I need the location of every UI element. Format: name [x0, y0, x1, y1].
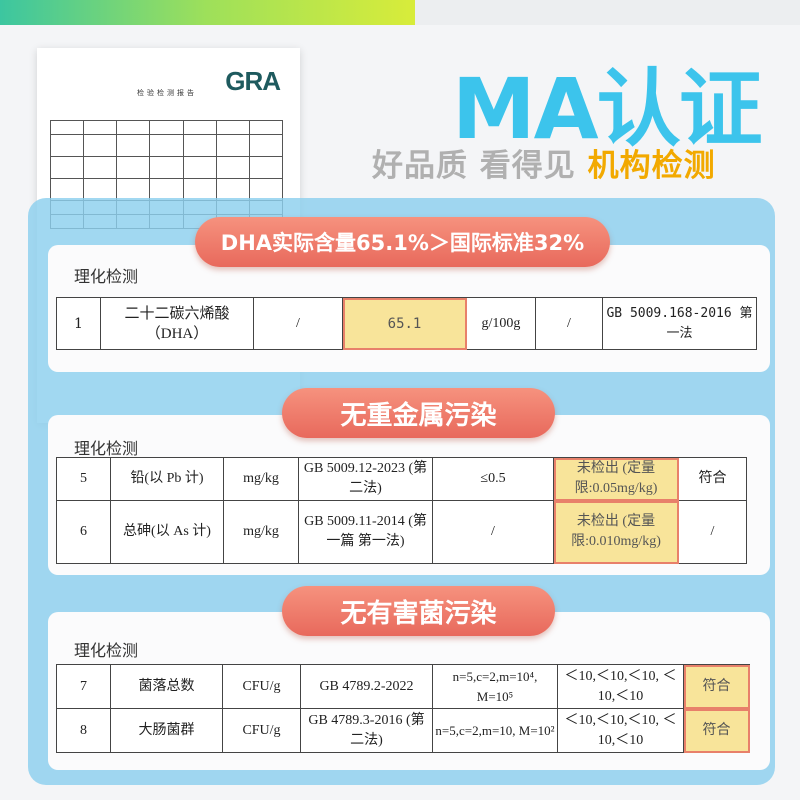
cell-slash: /: [253, 297, 343, 350]
cell-verdict: 符合: [683, 664, 750, 709]
cell-limit: /: [432, 500, 554, 564]
cell-verdict: /: [678, 500, 747, 564]
top-bar-right: [415, 0, 800, 25]
cell-limit: n=5,c=2,m=10⁴, M=10⁵: [432, 664, 558, 709]
cell-no: 5: [56, 457, 111, 501]
bacteria-table: 7 菌落总数 CFU/g GB 4789.2-2022 n=5,c=2,m=10…: [56, 664, 750, 753]
dha-table: 1 二十二碳六烯酸（DHA） / 65.1 g/100g / GB 5009.1…: [56, 297, 757, 350]
table-row: 1 二十二碳六烯酸（DHA） / 65.1 g/100g / GB 5009.1…: [56, 297, 757, 350]
cell-limit: n=5,c=2,m=10, M=10²: [432, 708, 558, 753]
cell-unit: mg/kg: [223, 457, 299, 501]
table-row: 6 总砷(以 As 计) mg/kg GB 5009.11-2014 (第一篇 …: [56, 500, 747, 564]
cell-limit: ≤0.5: [432, 457, 554, 501]
table-row: 7 菌落总数 CFU/g GB 4789.2-2022 n=5,c=2,m=10…: [56, 664, 750, 709]
cell-item: 铅(以 Pb 计): [110, 457, 224, 501]
cell-result: 65.1: [342, 297, 467, 350]
cell-verdict: 符合: [678, 457, 747, 501]
bacteria-badge: 无有害菌污染: [282, 586, 555, 636]
slogan: 好品质 看得见 机构检测: [372, 140, 716, 185]
section-label: 理化检测: [74, 641, 139, 660]
cell-no: 6: [56, 500, 111, 564]
section-label: 理化检测: [74, 439, 139, 458]
cell-unit: g/100g: [466, 297, 536, 350]
cell-verdict: 符合: [683, 708, 750, 753]
cell-no: 8: [56, 708, 111, 753]
cell-unit: CFU/g: [222, 664, 301, 709]
cell-unit: CFU/g: [222, 708, 301, 753]
heavy-metal-badge: 无重金属污染: [282, 388, 555, 438]
ma-certification-title: MA认证: [452, 60, 763, 158]
cell-method: GB 4789.2-2022: [300, 664, 433, 709]
cell-method: GB 5009.11-2014 (第一篇 第一法): [298, 500, 433, 564]
cell-limit: /: [535, 297, 603, 350]
top-gradient-bar: [0, 0, 415, 25]
cell-item: 大肠菌群: [110, 708, 223, 753]
cell-method: GB 5009.168-2016 第一法: [602, 297, 757, 350]
cell-item: 菌落总数: [110, 664, 223, 709]
cell-result: 未检出 (定量限:0.010mg/kg): [553, 500, 679, 564]
cell-result: ＜10,＜10,＜10, ＜10,＜10: [557, 664, 684, 709]
table-row: 8 大肠菌群 CFU/g GB 4789.3-2016 (第二法) n=5,c=…: [56, 708, 750, 753]
cell-result: ＜10,＜10,＜10, ＜10,＜10: [557, 708, 684, 753]
cell-no: 7: [56, 664, 111, 709]
cell-unit: mg/kg: [223, 500, 299, 564]
cell-no: 1: [56, 297, 101, 350]
table-row: 5 铅(以 Pb 计) mg/kg GB 5009.12-2023 (第二法) …: [56, 457, 747, 501]
heavy-metal-table: 5 铅(以 Pb 计) mg/kg GB 5009.12-2023 (第二法) …: [56, 457, 747, 564]
section-label: 理化检测: [74, 267, 139, 286]
cell-item: 总砷(以 As 计): [110, 500, 224, 564]
slogan-gray: 好品质 看得见: [372, 148, 576, 184]
slogan-accent: 机构检测: [587, 148, 716, 184]
report-title: 检验检测报告: [137, 89, 197, 97]
gra-logo: GRA: [225, 66, 281, 96]
cell-item: 二十二碳六烯酸（DHA）: [100, 297, 254, 350]
cell-method: GB 5009.12-2023 (第二法): [298, 457, 433, 501]
dha-badge: DHA实际含量65.1%＞国际标准32%: [195, 217, 610, 267]
cell-method: GB 4789.3-2016 (第二法): [300, 708, 433, 753]
cell-result: 未检出 (定量限:0.05mg/kg): [553, 457, 679, 501]
